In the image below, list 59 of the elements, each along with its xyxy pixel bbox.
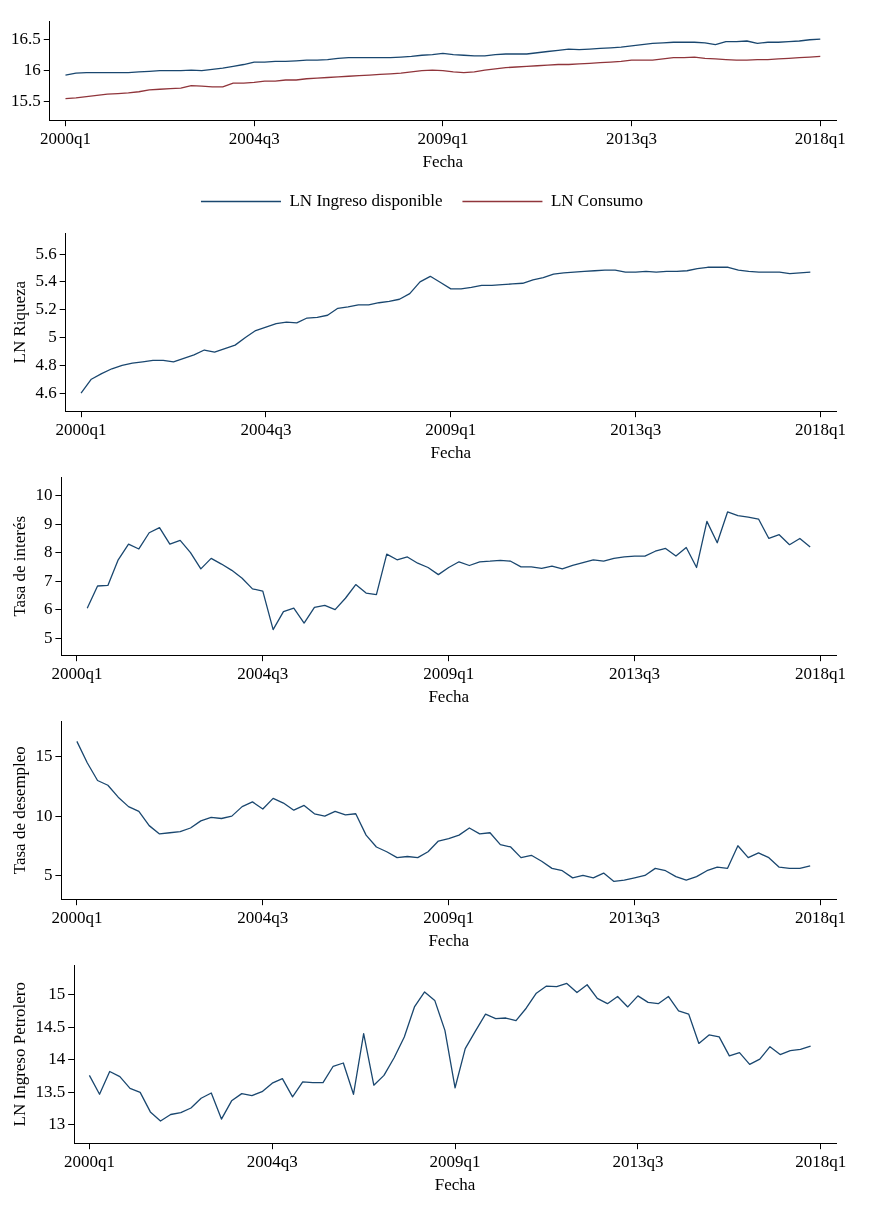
- y-tick-label: 5.2: [35, 299, 57, 319]
- y-tick-label: 8: [43, 542, 53, 562]
- x-tick-label: 2004q3: [237, 663, 289, 683]
- x-tick-label: 2013q3: [609, 663, 661, 683]
- x-tick-label: 2004q3: [228, 128, 280, 148]
- x-tick-label: 2004q3: [240, 419, 292, 439]
- y-tick-label: 5.4: [35, 271, 58, 291]
- x-tick-label: 2009q1: [417, 128, 469, 148]
- y-tick-label: 14.5: [35, 1016, 66, 1036]
- y-tick-label: 4.6: [35, 382, 57, 402]
- x-tick-label: 2013q3: [606, 128, 658, 148]
- x-tick-label: 2018q1: [795, 419, 847, 439]
- x-tick-label: 2000q1: [55, 419, 107, 439]
- y-axis-title: LN Riqueza: [9, 280, 29, 364]
- y-axis-title: Tasa de interés: [9, 515, 29, 617]
- x-axis-title: Fecha: [434, 1175, 476, 1195]
- x-tick-label: 2000q1: [51, 907, 103, 927]
- x-tick-label: 2018q1: [795, 1151, 847, 1171]
- y-tick-label: 5: [43, 627, 53, 647]
- x-tick-label: 2009q1: [423, 907, 475, 927]
- y-tick-label: 16.5: [11, 29, 41, 49]
- y-tick-label: 10: [35, 485, 53, 505]
- x-tick-label: 2000q1: [39, 128, 91, 148]
- y-tick-label: 10: [35, 805, 53, 825]
- y-tick-label: 5: [48, 326, 57, 346]
- x-tick-label: 2013q3: [612, 1151, 664, 1171]
- y-tick-label: 13: [48, 1114, 66, 1134]
- y-tick-label: 13.5: [35, 1081, 66, 1101]
- x-tick-label: 2000q1: [51, 663, 103, 683]
- x-tick-label: 2009q1: [423, 663, 475, 683]
- legend-label: LN Consumo: [550, 190, 644, 210]
- x-tick-label: 2013q3: [609, 907, 661, 927]
- y-tick-label: 14: [48, 1049, 66, 1069]
- y-tick-label: 9: [43, 513, 53, 533]
- y-tick-label: 4.8: [35, 354, 57, 374]
- y-tick-label: 5.6: [35, 243, 57, 263]
- x-tick-label: 2018q1: [795, 907, 847, 927]
- x-axis-title: Fecha: [428, 687, 470, 707]
- x-tick-label: 2000q1: [63, 1151, 115, 1171]
- x-tick-label: 2004q3: [246, 1151, 298, 1171]
- x-tick-label: 2004q3: [237, 907, 289, 927]
- y-tick-label: 5: [43, 864, 53, 884]
- y-tick-label: 6: [43, 599, 53, 619]
- x-axis-title: Fecha: [428, 931, 470, 951]
- x-tick-label: 2009q1: [425, 419, 477, 439]
- y-tick-label: 15.5: [11, 91, 41, 111]
- x-tick-label: 2009q1: [429, 1151, 481, 1171]
- x-axis-title: Fecha: [430, 443, 472, 463]
- y-tick-label: 15: [48, 984, 66, 1004]
- y-axis-title: Tasa de desempleo: [9, 746, 29, 875]
- x-tick-label: 2018q1: [794, 128, 846, 148]
- x-tick-label: 2013q3: [610, 419, 662, 439]
- y-tick-label: 16: [23, 60, 41, 80]
- y-tick-label: 15: [35, 746, 53, 766]
- legend-label: LN Ingreso disponible: [289, 190, 443, 210]
- y-tick-label: 7: [43, 570, 53, 590]
- x-tick-label: 2018q1: [795, 663, 847, 683]
- x-axis-title: Fecha: [422, 152, 464, 172]
- y-axis-title: LN Ingreso Petrolero: [9, 981, 29, 1127]
